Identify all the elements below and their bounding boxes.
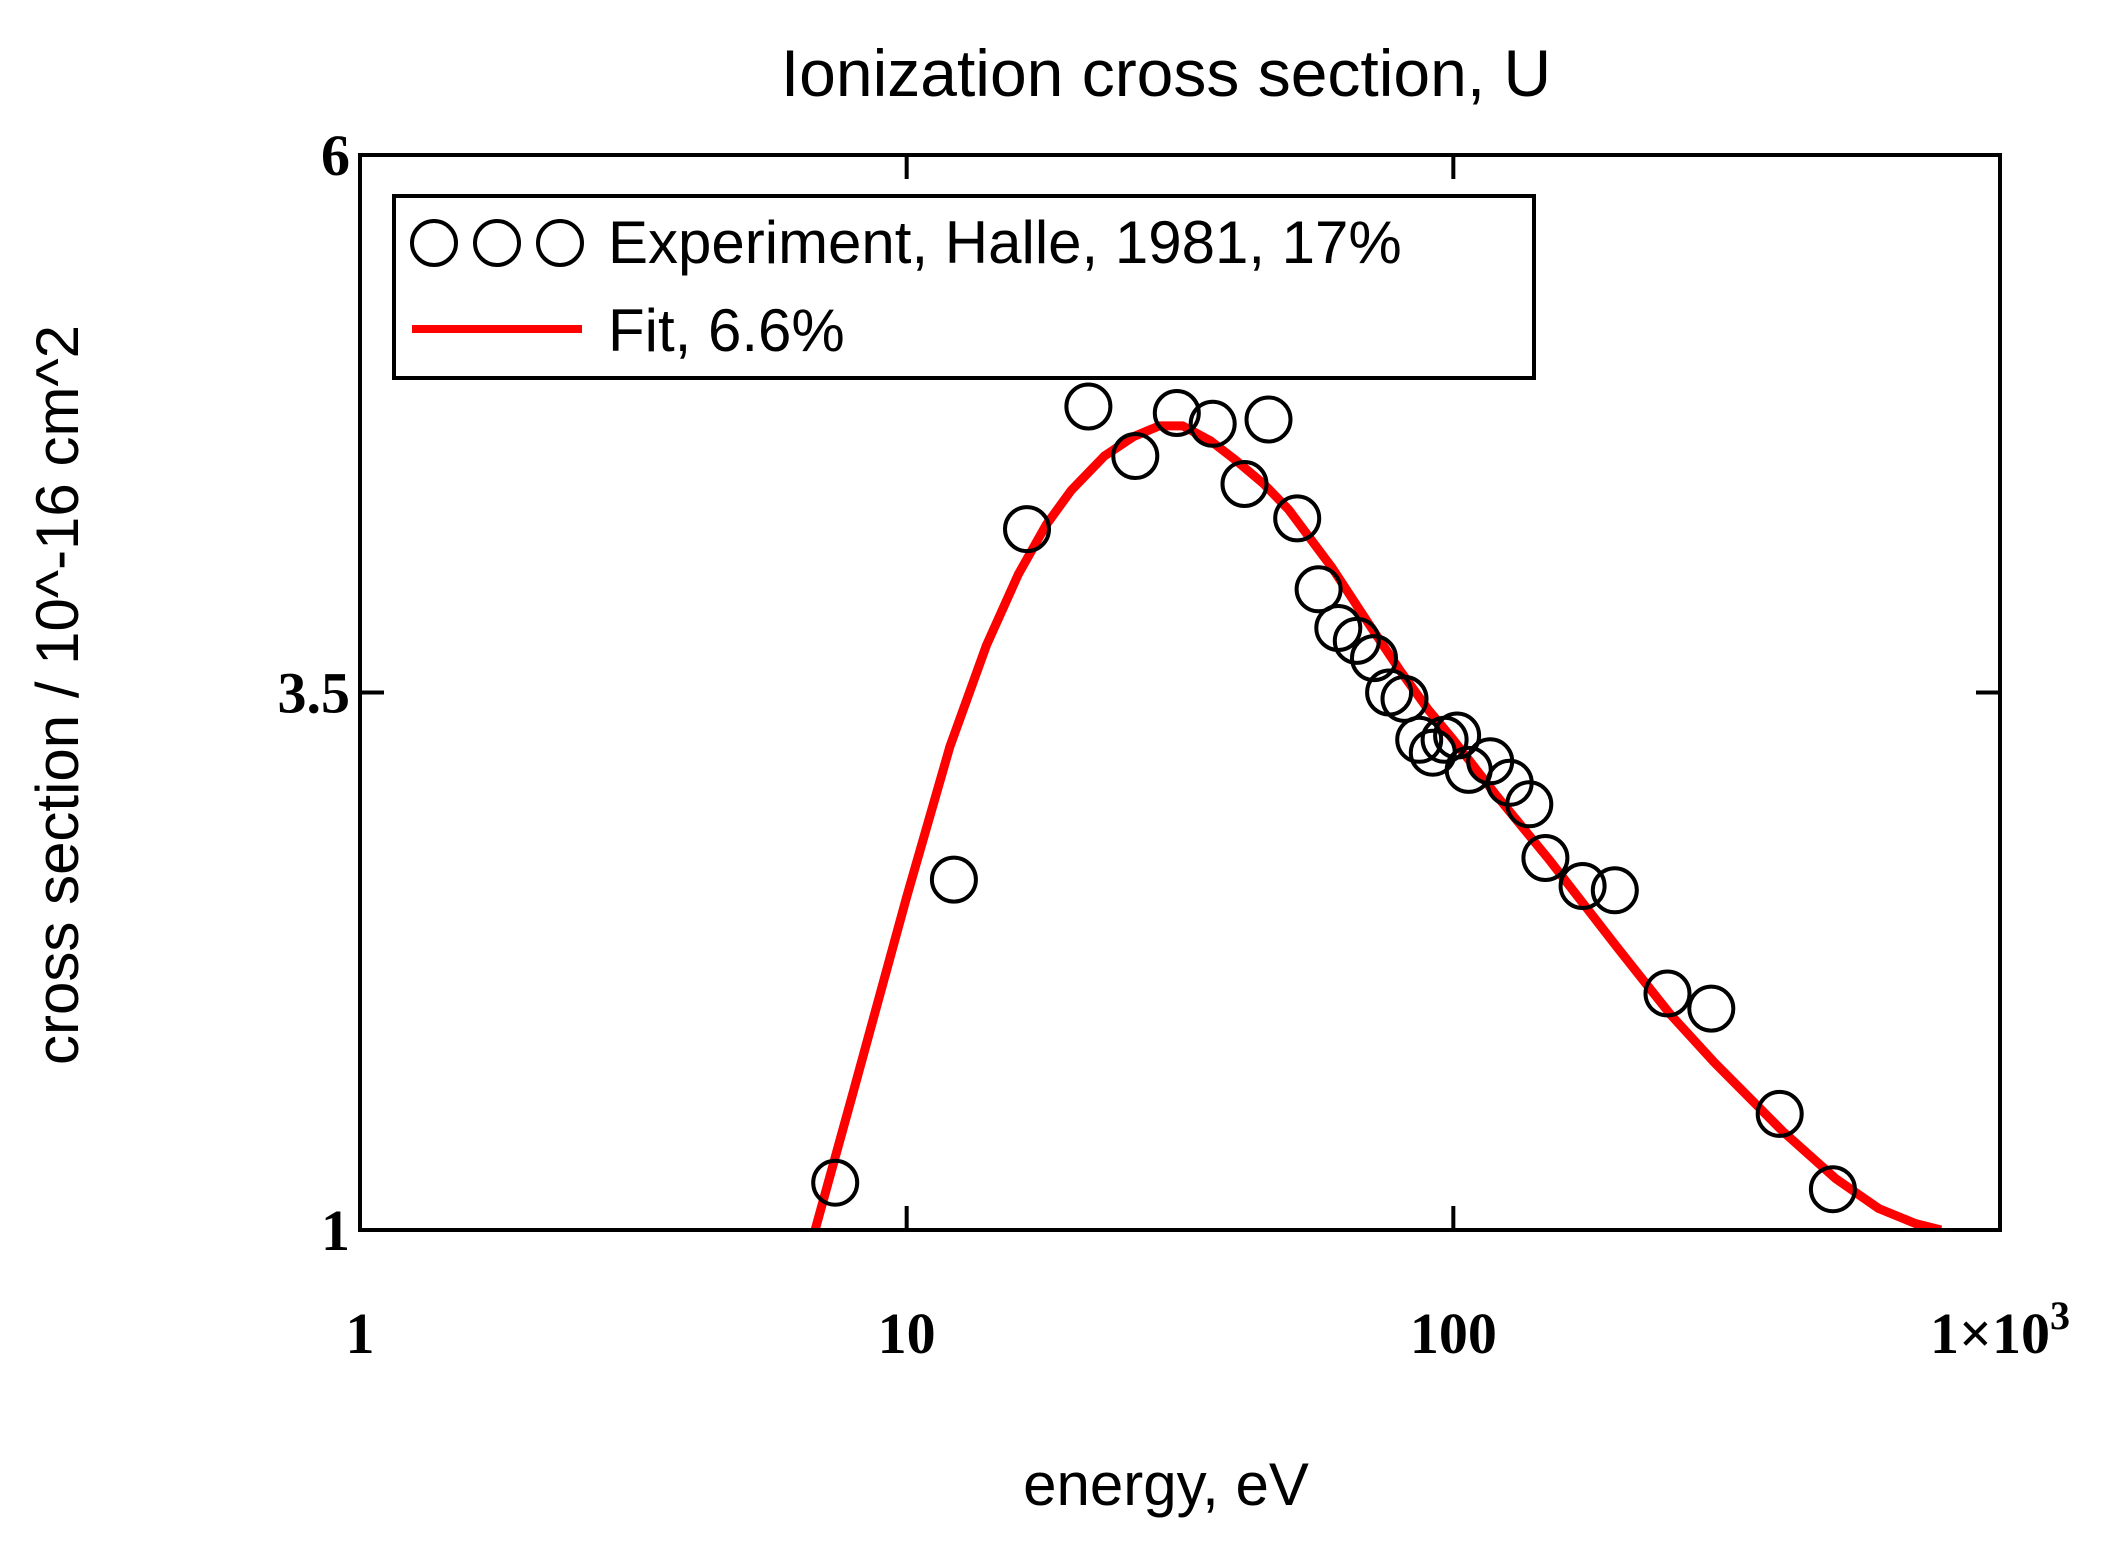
data-point <box>1152 389 1201 437</box>
y-axis-label: cross section / 10^-16 cm^2 <box>24 325 91 1065</box>
data-point <box>1395 715 1444 764</box>
x-tick-label: 1×103 <box>1930 1293 2070 1366</box>
data-point <box>1294 565 1343 614</box>
data-point <box>1003 505 1051 554</box>
axis-ticks <box>360 155 2000 1230</box>
data-point <box>1188 399 1237 448</box>
legend-marker-circle <box>473 219 521 267</box>
legend-marker-circle <box>410 219 458 267</box>
legend-box <box>392 194 1536 380</box>
fit-line <box>810 421 1943 1230</box>
data-point <box>1755 1089 1804 1138</box>
legend-marker-circle <box>536 219 584 267</box>
data-point <box>1064 382 1113 431</box>
data-point <box>1350 634 1398 683</box>
x-tick-label: 100 <box>1410 1301 1497 1366</box>
tick-labels: 1 10 100 1×103 1 3.5 6 <box>278 123 2071 1366</box>
data-point <box>929 855 978 904</box>
x-axis-label: energy, eV <box>1023 1451 1309 1518</box>
data-point <box>1687 984 1736 1033</box>
data-point <box>1521 834 1570 882</box>
legend-label-fit: Fit, 6.6% <box>608 297 845 364</box>
data-point <box>1332 616 1381 665</box>
data-point <box>1505 780 1554 829</box>
chart-title: Ionization cross section, U <box>781 36 1551 110</box>
data-point <box>1590 866 1639 915</box>
y-tick-label: 1 <box>321 1198 350 1263</box>
data-point <box>1558 862 1607 910</box>
data-point <box>811 1158 860 1207</box>
x-tick-label-exponent: 3 <box>2050 1293 2070 1338</box>
plot-area <box>810 382 1943 1230</box>
legend: Experiment, Halle, 1981, 17% Fit, 6.6% <box>392 194 1536 380</box>
y-tick-label: 6 <box>321 123 350 188</box>
legend-label-experiment: Experiment, Halle, 1981, 17% <box>608 209 1402 276</box>
data-point <box>1273 494 1322 543</box>
data-point <box>1220 460 1269 508</box>
x-tick-label: 10 <box>878 1301 936 1366</box>
data-point <box>1643 969 1692 1018</box>
legend-marker-experiment <box>410 219 584 267</box>
x-tick-label: 1 <box>346 1301 375 1366</box>
data-point <box>1808 1165 1857 1214</box>
data-point <box>1433 711 1482 760</box>
plot-frame <box>358 153 2002 1232</box>
data-point <box>1244 395 1293 444</box>
y-tick-label: 3.5 <box>278 661 351 726</box>
data-point <box>1111 432 1160 480</box>
